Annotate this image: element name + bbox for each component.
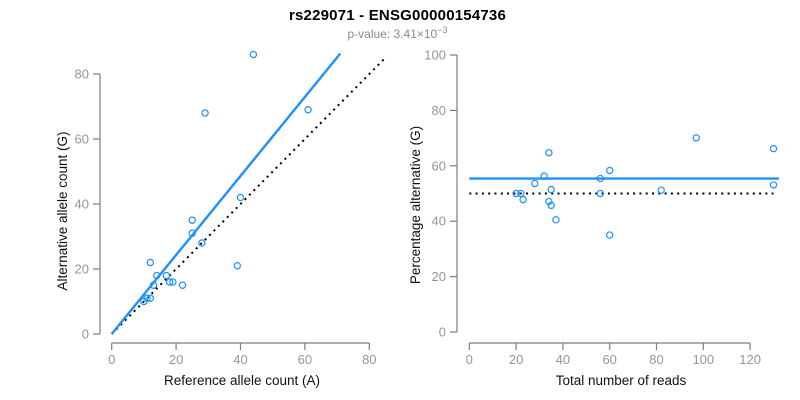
data-point	[146, 258, 155, 267]
y-tick-label: 80	[75, 67, 89, 82]
chart-title: rs229071 - ENSG00000154736	[288, 7, 507, 24]
x-tick-label: 20	[169, 352, 183, 367]
y-tick-label: 0	[439, 325, 446, 340]
data-point	[540, 172, 548, 180]
x-tick-label: 120	[739, 352, 761, 367]
x-tick-label: 60	[602, 352, 616, 367]
data-point	[606, 166, 614, 175]
data-point	[769, 144, 778, 153]
data-point	[304, 106, 312, 114]
y-axis-title: Alternative allele count (G)	[55, 131, 70, 290]
data-point	[178, 281, 187, 289]
data-point	[547, 185, 555, 194]
data-point	[545, 197, 553, 206]
y-tick-label: 60	[432, 158, 446, 173]
data-point	[547, 201, 555, 210]
data-point	[552, 216, 560, 224]
data-point	[249, 50, 258, 59]
data-point	[545, 149, 553, 157]
x-axis-title: Total number of reads	[556, 373, 687, 388]
data-point	[596, 189, 605, 198]
left-plot: 0 20 40 60 80 0 20 40 60 80 Reference allele count…	[55, 50, 387, 388]
data-point	[606, 231, 614, 239]
data-point	[512, 189, 520, 198]
data-point	[146, 294, 155, 302]
data-point	[149, 281, 158, 289]
data-point	[165, 278, 174, 286]
y-tick-label: 20	[75, 262, 89, 277]
y-axis-title: Percentage alternative (G)	[408, 126, 423, 284]
data-point	[233, 262, 241, 270]
y-tick-label: 60	[75, 132, 89, 147]
data-point	[519, 195, 527, 204]
data-point	[769, 181, 778, 189]
y-tick-label: 0	[82, 327, 89, 342]
x-tick-label: 0	[466, 352, 473, 367]
data-point	[143, 294, 151, 302]
data-point	[162, 271, 171, 280]
x-tick-label: 80	[649, 352, 663, 367]
pvalue-exponent: −3	[437, 25, 448, 35]
x-tick-label: 40	[233, 352, 247, 367]
identity-line	[110, 57, 387, 335]
data-point	[198, 239, 206, 247]
data-point	[188, 229, 196, 237]
data-point	[153, 271, 161, 280]
data-point	[531, 179, 539, 188]
y-tick-label: 40	[432, 214, 446, 229]
data-point	[596, 174, 605, 183]
x-tick-label: 60	[298, 352, 312, 367]
data-point	[517, 189, 525, 198]
data-point	[201, 109, 209, 117]
x-tick-label: 40	[556, 352, 570, 367]
fit-line	[110, 52, 342, 335]
y-tick-label: 40	[75, 197, 89, 212]
x-tick-label: 100	[692, 352, 714, 367]
x-tick-label: 0	[108, 352, 115, 367]
y-tick-label: 100	[424, 48, 446, 63]
data-point	[188, 216, 196, 224]
data-point	[236, 193, 245, 202]
x-axis-title: Reference allele count (A)	[164, 373, 320, 388]
x-tick-label: 20	[509, 352, 523, 367]
data-point	[657, 186, 665, 194]
chart-subtitle: p-value: 3.41×10−3	[0, 25, 795, 41]
x-tick-label: 80	[362, 352, 376, 367]
data-point	[692, 134, 700, 142]
data-point	[169, 278, 177, 286]
y-tick-label: 80	[432, 103, 446, 118]
y-tick-label: 20	[432, 269, 446, 284]
pvalue-text: p-value: 3.41×10	[347, 27, 438, 41]
right-plot: 0 20 40 60 80 100 120 0 20 40 60 80 100 Total number …	[408, 48, 779, 388]
